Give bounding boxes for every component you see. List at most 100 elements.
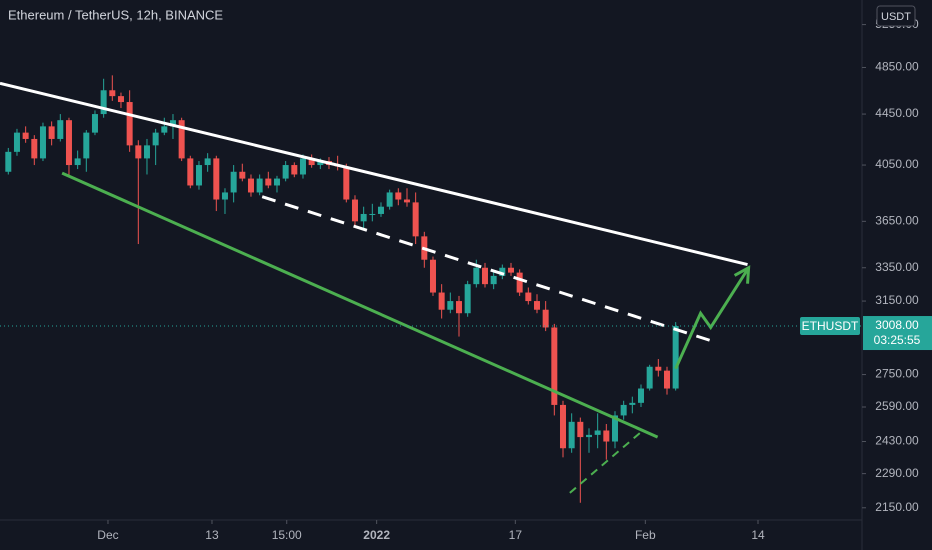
candle-body [455,301,462,314]
trend-line [674,266,750,370]
trend-line [569,431,641,494]
candle-body [221,192,228,200]
x-tick-label: 2022 [363,528,390,542]
candle-body [542,309,549,328]
currency-badge[interactable] [876,5,916,27]
candle-body [629,402,636,405]
candle-body [386,192,393,207]
candle-body [13,132,20,152]
countdown-label: 03:25:55 [874,333,921,347]
candle-body [672,326,679,389]
candle-body [83,132,90,159]
candle-body [464,284,471,314]
candle-body [585,434,592,438]
candle-body [31,138,38,159]
candle-body [603,430,610,442]
trend-line [0,81,748,266]
x-tick-label: Feb [635,528,656,542]
trend-line [61,171,659,439]
candle-body [438,292,445,310]
candle-body [256,178,263,193]
candle-body [655,366,662,371]
y-tick-label: 4050.00 [875,157,919,171]
candle-body [377,206,384,214]
candle-body [169,120,176,127]
candle-body [100,90,107,115]
candle-body [91,114,98,133]
candle-body [213,158,220,200]
x-tick-label: 17 [509,528,523,542]
candle-body [369,213,376,215]
candle-body [109,90,116,97]
price-tag-label: 3008.00 [875,318,919,332]
candle-body [117,96,124,103]
candle-body [161,126,168,133]
candle-body [48,126,55,139]
y-tick-label: 4450.00 [875,106,919,120]
candle-body [568,421,575,449]
candle-body [516,272,523,293]
candle-body [195,165,202,186]
candle-body [273,178,280,186]
candle-body [490,275,497,285]
x-tick-label: 13 [205,528,219,542]
candle-body [551,327,558,405]
candle-body [143,145,150,159]
candle-body [395,192,402,200]
candle-body [247,178,254,193]
candle-body [499,267,506,276]
currency-label: USDT [881,11,911,23]
candle-body [299,158,306,175]
symbol-tag [800,317,860,336]
candle-body [646,366,653,389]
candle-body [22,132,29,139]
candle-body [204,158,211,166]
candle-body [559,404,566,449]
trend-line [261,195,711,342]
candle-body [637,388,644,403]
candle-body [403,199,410,203]
x-tick-label: 14 [751,528,765,542]
candle-body [152,132,159,146]
candle-body [473,267,480,285]
y-tick-label: 3150.00 [875,293,919,307]
candle-body [611,415,618,442]
axes: 5250.004850.004450.004050.003650.003350.… [97,17,932,542]
plot-area [0,75,862,503]
candle-body [343,166,350,200]
candle-body [308,158,315,166]
y-tick-label: 2290.00 [875,466,919,480]
y-tick-label: 3650.00 [875,213,919,227]
candle-body [525,292,532,302]
x-tick-label: 15:00 [272,528,302,542]
candle-body [663,370,670,389]
candle-body [533,301,540,310]
y-tick-label: 2430.00 [875,434,919,448]
candle-body [447,301,454,310]
y-tick-label: 2150.00 [875,500,919,514]
candle-body [577,421,584,438]
candle-body [481,267,488,285]
candle-body [594,430,601,435]
candle-body [230,171,237,193]
price-tag [863,316,932,351]
symbol-tag-label: ETHUSDT [802,319,859,333]
candle-body [178,120,185,159]
candle-body [282,165,289,179]
candle-body [187,158,194,186]
candle-body [507,267,514,273]
candle-body [65,120,72,166]
y-tick-label: 3350.00 [875,260,919,274]
candle-body [351,199,358,222]
candle-body [360,213,367,222]
arrow-head [733,265,751,284]
candle-body [5,151,12,172]
candle-body [39,126,46,159]
candle-body [317,161,324,166]
y-tick-label: 4850.00 [875,60,919,74]
candle-body [57,120,64,139]
candle-body [135,145,142,159]
candle-body [126,102,133,146]
